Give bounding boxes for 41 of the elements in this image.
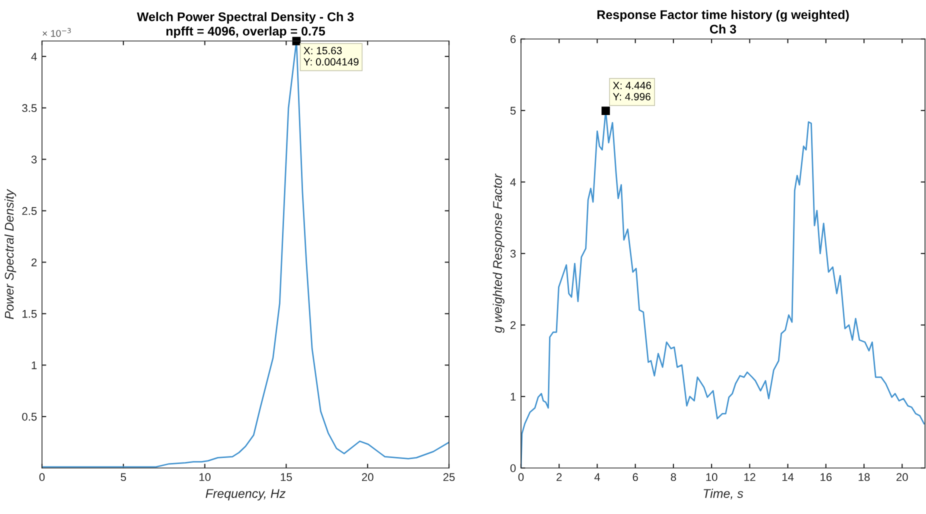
y-tick-label: 4	[510, 178, 516, 186]
y-tick-label: 5	[510, 106, 516, 115]
y-tick-label: 2	[32, 258, 37, 266]
x-tick-label: 20	[362, 473, 374, 482]
y-tick-label: 3	[31, 156, 37, 164]
x-axis-title: Time, s	[704, 488, 744, 500]
chart-title: Welch Power Spectral Density - Ch 3 npfft = 4096, overlap = 0.75	[136, 12, 354, 38]
x-tick-label: 4	[594, 473, 600, 481]
x-tick-label: 12	[744, 473, 756, 481]
annotation: X: 15.63 Y: 0.004149	[304, 46, 359, 66]
annotation: X: 4.446 Y: 4.996	[612, 82, 652, 100]
x-tick-label: 5	[120, 473, 126, 482]
x-tick-label: 0	[39, 473, 45, 482]
x-axis-title: Frequency, Hz	[206, 489, 286, 500]
x-tick-label: 2	[556, 473, 562, 481]
y-axis-title: g weighted Response Factor	[492, 174, 504, 334]
x-tick-label: 20	[896, 473, 908, 482]
y-tick-label: 3	[510, 250, 516, 258]
y-axis-title: Power Spectral Density	[4, 188, 16, 320]
x-tick-label: 10	[706, 473, 718, 482]
x-tick-label: 16	[820, 473, 832, 482]
chart-title: Response Factor time history (g weighted) Ch 3	[597, 10, 849, 34]
y-tick-label: 1	[32, 361, 37, 370]
y-tick-label: 1	[510, 392, 516, 401]
text: × 10$^{−3}$	[42, 28, 71, 37]
x-tick-label: 15	[280, 473, 292, 482]
y-tick-label: 3.5	[22, 104, 37, 112]
y-tick-label: 0	[510, 464, 516, 472]
x-tick-label: 6	[632, 473, 638, 482]
x-tick-label: 0	[518, 473, 524, 482]
x-tick-label: 18	[858, 473, 870, 482]
x-tick-label: 25	[443, 473, 455, 482]
y-tick-label: 1.5	[22, 310, 37, 318]
x-tick-label: 10	[199, 473, 211, 482]
x-tick-label: 8	[670, 473, 676, 482]
y-tick-label: 2	[510, 321, 516, 330]
y-tick-label: 0.5	[22, 412, 37, 421]
y-tick-label: 4	[31, 52, 37, 60]
x-tick-label: 14	[782, 473, 794, 481]
y-tick-label: 6	[510, 35, 516, 44]
y-tick-label: 2.5	[22, 207, 37, 215]
